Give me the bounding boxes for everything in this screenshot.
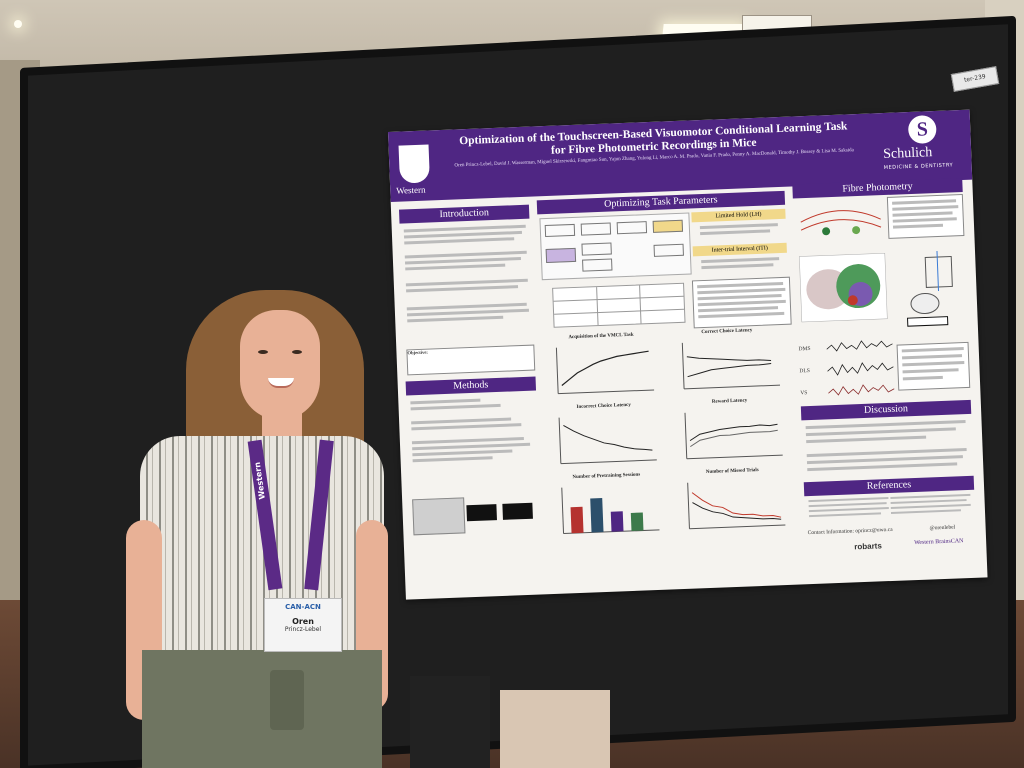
ceiling-light	[14, 20, 22, 28]
region-dms: DMS	[798, 345, 811, 353]
plot-title-incorrect-latency: Incorrect Choice Latency	[576, 402, 631, 410]
name-badge: CAN-ACN Oren Princz-Lebel	[264, 598, 342, 652]
results-summary-box	[691, 276, 792, 329]
region-vs: VS	[800, 390, 808, 397]
correct-latency-plot	[681, 342, 781, 390]
methods-text	[408, 395, 540, 510]
twitter-handle: @orenlebel	[929, 524, 956, 532]
photometry-traces	[826, 340, 895, 396]
fibre-summary-box	[896, 341, 971, 391]
task-flow-diagram	[539, 212, 692, 281]
region-dls: DLS	[799, 367, 810, 375]
objective-label: Objective:	[407, 349, 428, 356]
background-legs	[410, 676, 490, 768]
section-methods: Methods	[405, 376, 537, 396]
reward-latency-plot	[684, 412, 783, 460]
robarts-logo: robarts	[854, 541, 882, 552]
brainscan-logo: Western BrainsCAN	[914, 538, 964, 547]
discussion-text	[803, 416, 971, 482]
badge-org: CAN-ACN	[285, 603, 321, 611]
background-legs	[500, 690, 610, 768]
face	[240, 310, 320, 420]
stimulus-screen-image	[466, 504, 497, 522]
school-name: Schulich	[882, 145, 933, 163]
pretraining-bar-chart	[561, 487, 660, 535]
schulich-logo-icon: S	[907, 114, 937, 145]
eye	[292, 350, 302, 354]
plot-title-pretraining: Number of Pretraining Sessions	[572, 472, 641, 481]
grab-sensor-box	[886, 193, 965, 239]
badge-surname: Princz-Lebel	[284, 626, 322, 633]
iti-text	[697, 255, 784, 276]
condition-table	[552, 282, 686, 328]
brain-section-image	[799, 253, 888, 323]
eye	[258, 350, 268, 354]
university-name: Western	[396, 184, 426, 196]
incorrect-latency-plot	[558, 417, 657, 465]
plot-title-reward-latency: Reward Latency	[711, 398, 748, 405]
western-crest-icon	[398, 144, 430, 184]
stimulus-screen-image	[502, 502, 533, 520]
limited-hold-text	[696, 221, 783, 242]
mouse-setup-diagram	[907, 250, 953, 327]
acquisition-plot	[555, 347, 655, 395]
green-pants	[142, 650, 382, 768]
badge-name: Oren	[292, 617, 314, 626]
touchscreen-chamber-image	[412, 497, 466, 536]
pants-belt-tie	[270, 670, 304, 730]
sensor-diagram	[800, 210, 882, 236]
section-introduction: Introduction	[398, 204, 530, 224]
missed-trials-plot	[687, 482, 786, 530]
references-text	[806, 492, 973, 528]
school-subtitle: MEDICINE & DENTISTRY	[883, 162, 954, 171]
objective-box: Objective:	[406, 344, 536, 376]
research-poster: Western Optimization of the Touchscreen-…	[388, 109, 988, 600]
plot-title-acquisition: Acquisition of the VMCL Task	[568, 332, 634, 341]
introduction-text	[402, 223, 535, 348]
smile	[268, 378, 294, 388]
plot-title-correct-latency: Correct Choice Latency	[701, 328, 753, 336]
plot-title-missed-trials: Number of Missed Trials	[705, 468, 759, 476]
